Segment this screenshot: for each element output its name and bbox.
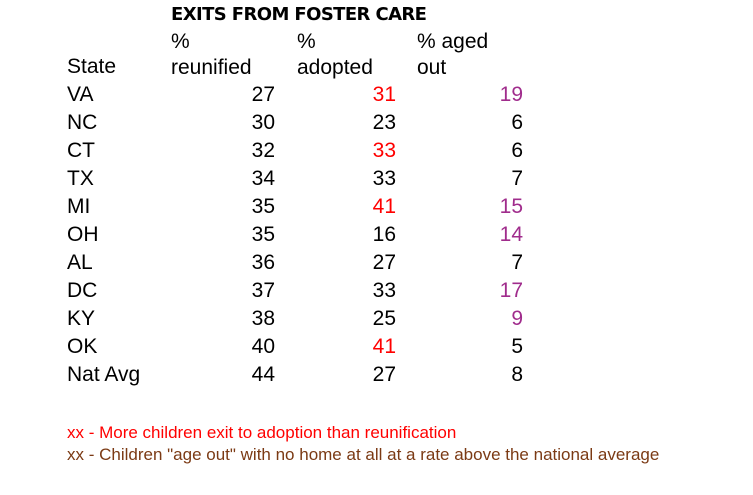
cell-state: KY — [67, 307, 96, 330]
cell-state: AL — [67, 251, 93, 274]
header-state: State — [67, 54, 116, 80]
cell-reunified: 35 — [251, 223, 275, 246]
table-row: CT 32 33 6 — [0, 137, 753, 165]
legend-aged-out-note: xx - Children "age out" with no home at … — [67, 445, 660, 464]
table-row: DC 37 33 17 — [0, 277, 753, 305]
cell-aged-out: 15 — [499, 195, 523, 218]
cell-adopted: 33 — [372, 167, 396, 190]
cell-aged-out: 6 — [511, 111, 523, 134]
cell-reunified: 36 — [251, 251, 275, 274]
cell-aged-out: 9 — [511, 307, 523, 330]
cell-state: TX — [67, 167, 94, 190]
table-row: KY 38 25 9 — [0, 305, 753, 333]
cell-reunified: 34 — [251, 167, 275, 190]
cell-adopted: 16 — [372, 223, 396, 246]
header-aged-out: % aged out — [417, 29, 488, 81]
cell-state: OK — [67, 335, 98, 358]
header-reunified: % reunified — [171, 29, 252, 81]
cell-aged-out: 7 — [511, 251, 523, 274]
cell-aged-out: 6 — [511, 139, 523, 162]
cell-state: OH — [67, 223, 99, 246]
cell-state: NC — [67, 111, 98, 134]
table-row: VA 27 31 19 — [0, 81, 753, 109]
cell-reunified: 38 — [251, 307, 275, 330]
cell-reunified: 37 — [251, 279, 275, 302]
legend-adoption-note: xx - More children exit to adoption than… — [67, 423, 457, 442]
cell-reunified: 40 — [251, 335, 275, 358]
cell-reunified: 30 — [251, 111, 275, 134]
header-aged-out-line2: out — [417, 56, 447, 79]
cell-state: Nat Avg — [67, 363, 141, 386]
header-adopted-line2: adopted — [297, 56, 373, 79]
cell-aged-out: 8 — [511, 363, 523, 386]
cell-adopted: 33 — [372, 279, 396, 302]
cell-reunified: 35 — [251, 195, 275, 218]
header-state-label: State — [67, 55, 117, 78]
cell-reunified: 32 — [251, 139, 275, 162]
cell-state: DC — [67, 279, 98, 302]
cell-reunified: 44 — [251, 363, 275, 386]
cell-aged-out: 17 — [499, 279, 523, 302]
cell-adopted: 25 — [372, 307, 396, 330]
page-title: EXITS FROM FOSTER CARE — [171, 4, 427, 25]
cell-state: VA — [67, 83, 94, 106]
header-adopted: % adopted — [297, 29, 373, 81]
header-aged-out-line1: % aged — [417, 30, 489, 53]
cell-state: CT — [67, 139, 95, 162]
table-row: MI 35 41 15 — [0, 193, 753, 221]
header-reunified-line2: reunified — [171, 56, 252, 79]
cell-state: MI — [67, 195, 91, 218]
table-row: OH 35 16 14 — [0, 221, 753, 249]
table-row: TX 34 33 7 — [0, 165, 753, 193]
table-row: NC 30 23 6 — [0, 109, 753, 137]
header-reunified-line1: % — [171, 30, 190, 53]
cell-reunified: 27 — [251, 83, 275, 106]
table-row: OK 40 41 5 — [0, 333, 753, 361]
cell-aged-out: 5 — [511, 335, 523, 358]
cell-adopted: 33 — [372, 139, 396, 162]
cell-aged-out: 7 — [511, 167, 523, 190]
cell-adopted: 27 — [372, 363, 396, 386]
cell-aged-out: 19 — [499, 83, 523, 106]
data-table: VA 27 31 19 NC 30 23 6 CT 32 33 6 TX 34 33 7 MI 35 41 15 OH 3… — [0, 81, 753, 389]
header-adopted-line1: % — [297, 30, 316, 53]
cell-adopted: 23 — [372, 111, 396, 134]
table-row: AL 36 27 7 — [0, 249, 753, 277]
cell-adopted: 31 — [372, 83, 396, 106]
cell-adopted: 41 — [372, 195, 396, 218]
table-row: Nat Avg 44 27 8 — [0, 361, 753, 389]
cell-aged-out: 14 — [499, 223, 523, 246]
cell-adopted: 41 — [372, 335, 396, 358]
cell-adopted: 27 — [372, 251, 396, 274]
